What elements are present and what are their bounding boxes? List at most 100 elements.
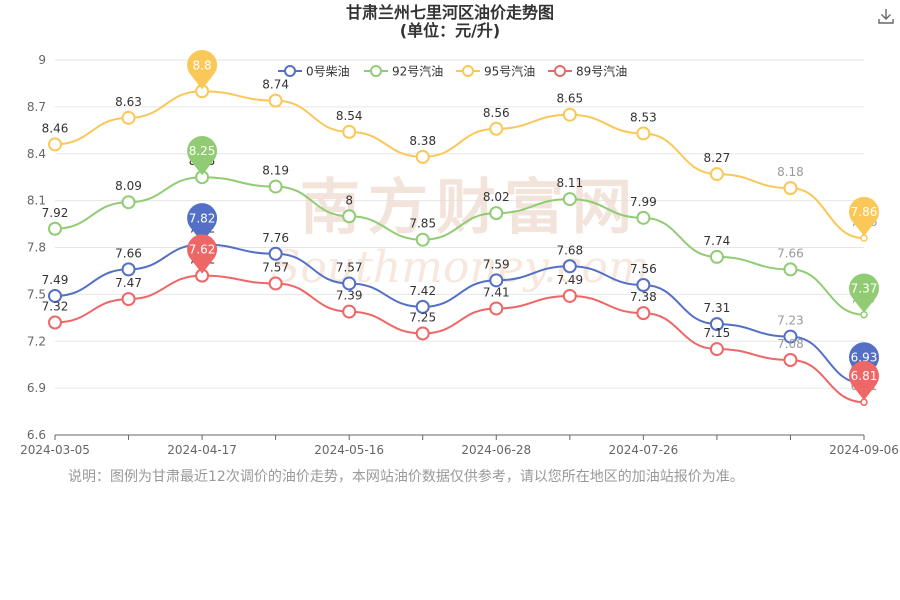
data-point[interactable]	[562, 192, 577, 207]
data-point[interactable]	[342, 209, 357, 224]
data-label: 7.15	[704, 326, 731, 340]
data-point[interactable]	[268, 276, 283, 291]
data-point[interactable]	[709, 249, 724, 264]
chart-title: 甘肃兰州七里河区油价走势图	[345, 3, 554, 22]
data-label: 7.42	[409, 284, 436, 298]
data-point[interactable]	[783, 353, 798, 367]
x-tick-label: 2024-03-05	[20, 443, 90, 457]
data-point[interactable]	[783, 329, 798, 344]
data-label: 8.18	[777, 165, 804, 179]
pin-label: 8.8	[193, 58, 212, 72]
y-tick-label: 6.6	[27, 428, 46, 442]
min-pin: 7.37	[849, 273, 880, 313]
data-label: 8	[345, 193, 353, 207]
data-point[interactable]	[489, 121, 504, 136]
data-point[interactable]	[636, 126, 651, 141]
data-label: 7.47	[115, 276, 142, 290]
data-point[interactable]	[342, 276, 357, 291]
y-tick-label: 6.9	[27, 381, 46, 395]
data-point[interactable]	[415, 326, 430, 341]
data-point[interactable]	[562, 107, 577, 122]
data-point[interactable]	[121, 110, 136, 125]
pin-label: 6.93	[851, 350, 878, 364]
data-point[interactable]	[342, 304, 357, 319]
data-label: 7.66	[115, 246, 142, 260]
series-line	[54, 90, 865, 240]
data-point[interactable]	[562, 288, 577, 303]
data-point[interactable]	[709, 167, 724, 182]
data-label: 7.66	[777, 246, 804, 260]
data-point[interactable]	[268, 246, 283, 261]
legend-item[interactable]: 95号汽油	[456, 64, 535, 79]
data-point[interactable]	[48, 315, 62, 330]
data-label: 7.25	[409, 310, 436, 324]
data-label: 7.08	[777, 337, 804, 351]
pin-label: 8.25	[189, 144, 216, 158]
data-point[interactable]	[709, 317, 724, 332]
watermark-text-en: Southmoney.com	[270, 242, 649, 293]
legend-item[interactable]: 92号汽油	[364, 64, 443, 79]
data-point[interactable]	[121, 195, 136, 210]
download-button[interactable]	[876, 6, 896, 26]
data-label: 8.65	[556, 92, 583, 106]
legend-marker	[370, 65, 382, 77]
legend-item[interactable]: 89号汽油	[548, 64, 627, 79]
legend-marker	[554, 65, 566, 77]
y-tick-label: 7.2	[27, 334, 46, 348]
data-point[interactable]	[636, 306, 651, 321]
data-point[interactable]	[48, 137, 62, 152]
pin-shape	[849, 273, 880, 313]
data-label: 7.31	[704, 301, 731, 315]
pin-label: 7.82	[189, 211, 216, 225]
legend-label: 0号柴油	[306, 65, 350, 79]
data-point[interactable]	[783, 262, 798, 277]
legend-item[interactable]: 0号柴油	[278, 65, 350, 79]
series-line	[54, 176, 865, 316]
download-icon	[878, 9, 894, 24]
data-point[interactable]	[268, 179, 283, 194]
data-label: 8.74	[262, 78, 289, 92]
extreme-markers: 7.82 6.93 8.25 7.37 8.8 7.86 7.62 6.81	[187, 50, 880, 401]
data-point[interactable]	[342, 124, 357, 139]
data-point[interactable]	[489, 273, 504, 288]
data-label: 8.53	[630, 110, 657, 124]
data-point[interactable]	[489, 206, 504, 221]
pin-label: 6.81	[851, 369, 878, 383]
data-point[interactable]	[636, 210, 651, 225]
data-label: 7.49	[42, 273, 69, 287]
pin-shape	[849, 196, 880, 237]
data-label: 7.85	[409, 217, 436, 231]
data-label: 8.63	[115, 95, 142, 109]
data-point[interactable]	[562, 259, 577, 274]
data-label: 7.41	[483, 285, 510, 299]
legend-label: 89号汽油	[576, 64, 627, 79]
data-label: 8.54	[336, 109, 363, 123]
data-point[interactable]	[709, 342, 724, 357]
data-point[interactable]	[489, 301, 504, 316]
min-pin: 6.81	[849, 360, 880, 401]
data-point[interactable]	[48, 221, 62, 236]
data-label: 7.99	[630, 195, 657, 209]
data-point[interactable]	[783, 181, 798, 196]
series-92号汽油: 7.928.098.258.1987.858.028.117.997.747.6…	[42, 154, 877, 319]
data-point[interactable]	[415, 149, 430, 164]
data-point[interactable]	[268, 93, 283, 108]
max-pin: 8.25	[187, 135, 218, 176]
chart-note: 说明：图例为甘肃最近12次调价的油价走势，本网站油价数据仅供参考，请以您所在地区…	[68, 469, 744, 485]
data-point[interactable]	[48, 288, 62, 303]
data-point[interactable]	[415, 232, 430, 247]
data-point[interactable]	[415, 299, 430, 314]
pin-shape	[187, 203, 218, 243]
pin-label: 7.86	[851, 205, 878, 219]
y-tick-label: 8.1	[27, 194, 46, 208]
data-point[interactable]	[121, 262, 136, 277]
legend-marker	[462, 65, 474, 77]
data-label: 7.57	[336, 260, 363, 274]
legend[interactable]: 0号柴油 92号汽油 95号汽油 89号汽油	[278, 64, 627, 79]
data-point[interactable]	[636, 278, 651, 292]
legend-label: 95号汽油	[484, 64, 535, 79]
data-point[interactable]	[121, 292, 136, 307]
pin-label: 7.37	[851, 282, 878, 296]
legend-marker	[284, 65, 296, 77]
